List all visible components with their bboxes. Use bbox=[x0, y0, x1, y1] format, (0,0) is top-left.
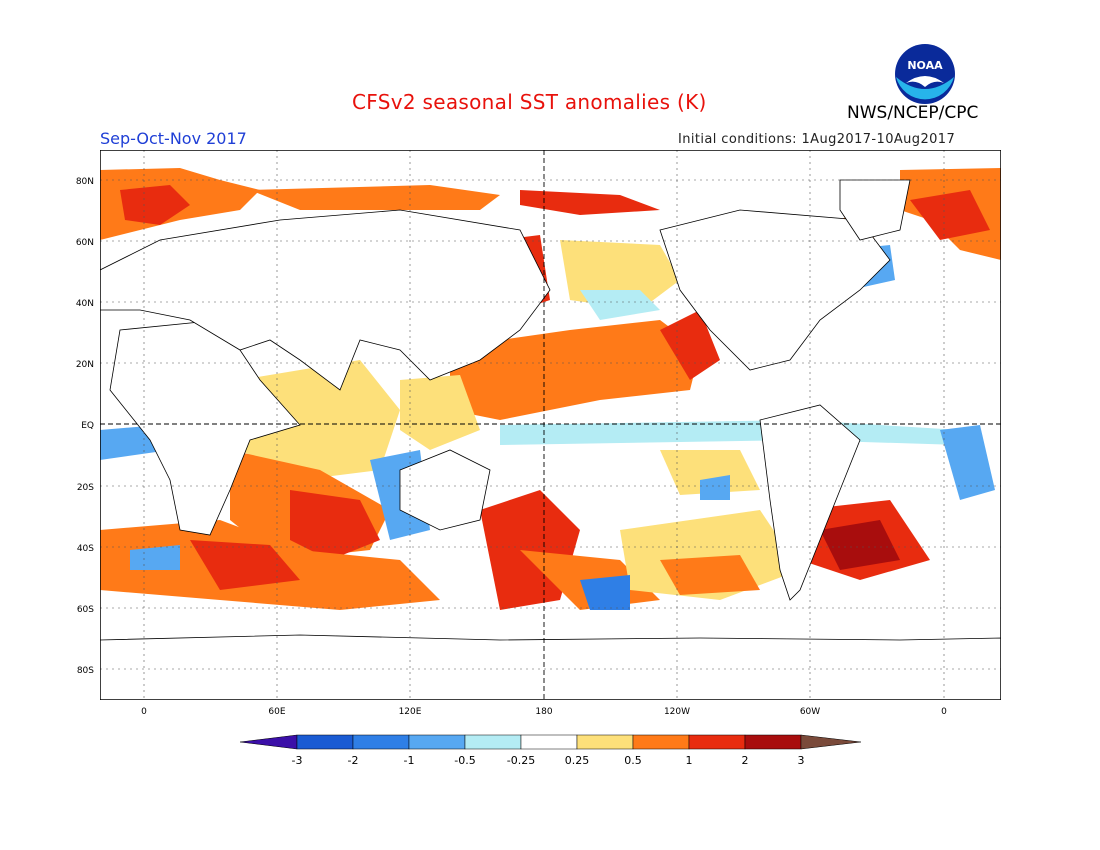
colorbar-arrow-high bbox=[800, 734, 862, 750]
lat-label: 40S bbox=[77, 544, 94, 554]
season-label: Sep-Oct-Nov 2017 bbox=[100, 129, 247, 148]
svg-text:NOAA: NOAA bbox=[907, 59, 943, 72]
colorbar-tick-label: -0.5 bbox=[454, 754, 475, 767]
continent-outlines bbox=[100, 179, 1001, 700]
colorbar-box bbox=[352, 734, 410, 750]
lon-label: 120W bbox=[664, 707, 690, 717]
antarctica bbox=[100, 634, 1001, 700]
colorbar-box bbox=[632, 734, 690, 750]
colorbar: -3 -2 -1 -0.5 -0.25 0.25 0.5 1 2 3 bbox=[240, 734, 862, 767]
colorbar-box bbox=[744, 734, 802, 750]
agency-label: NWS/NCEP/CPC bbox=[847, 103, 979, 123]
lon-label: 60E bbox=[268, 707, 285, 717]
lon-label: 60W bbox=[800, 707, 820, 717]
colorbar-tick-label: -1 bbox=[404, 754, 415, 767]
eurasia bbox=[100, 209, 551, 391]
colorbar-boxes bbox=[240, 734, 862, 750]
lon-label: 120E bbox=[399, 707, 422, 717]
colorbar-tick-label: 1 bbox=[686, 754, 693, 767]
colorbar-tick-label: -3 bbox=[292, 754, 303, 767]
africa bbox=[109, 319, 301, 536]
lat-label: 20N bbox=[76, 360, 94, 370]
colorbar-tick-label: 2 bbox=[742, 754, 749, 767]
lat-label: EQ bbox=[81, 421, 94, 431]
colorbar-tick-label: -0.25 bbox=[507, 754, 535, 767]
gridlines bbox=[100, 150, 1001, 700]
lat-label: 60N bbox=[76, 238, 94, 248]
noaa-logo: NOAA bbox=[895, 44, 955, 104]
colorbar-tick-label: -2 bbox=[348, 754, 359, 767]
chart-title: CFSv2 seasonal SST anomalies (K) bbox=[352, 90, 707, 114]
colorbar-box bbox=[576, 734, 634, 750]
colorbar-box bbox=[688, 734, 746, 750]
colorbar-box bbox=[408, 734, 466, 750]
colorbar-arrow-low bbox=[240, 734, 298, 750]
north-america bbox=[659, 209, 891, 371]
colorbar-box bbox=[464, 734, 522, 750]
lat-label: 80S bbox=[77, 666, 94, 676]
lon-label: 0 bbox=[141, 707, 147, 717]
initial-conditions-label: Initial conditions: 1Aug2017-10Aug2017 bbox=[678, 132, 956, 147]
lat-label: 40N bbox=[76, 299, 94, 309]
colorbar-tick-label: 0.5 bbox=[624, 754, 642, 767]
colorbar-tick-label: 0.25 bbox=[565, 754, 590, 767]
colorbar-box bbox=[520, 734, 578, 750]
sst-anomaly-map bbox=[100, 150, 1001, 700]
australia bbox=[399, 449, 491, 531]
colorbar-box bbox=[296, 734, 354, 750]
lat-label: 60S bbox=[77, 605, 94, 615]
lon-label: 180 bbox=[535, 707, 552, 717]
lat-label: 20S bbox=[77, 483, 94, 493]
lat-label: 80N bbox=[76, 177, 94, 187]
colorbar-tick-label: 3 bbox=[798, 754, 805, 767]
lon-label: 0 bbox=[941, 707, 947, 717]
colorbar-labels: -3 -2 -1 -0.5 -0.25 0.25 0.5 1 2 3 bbox=[292, 754, 805, 767]
